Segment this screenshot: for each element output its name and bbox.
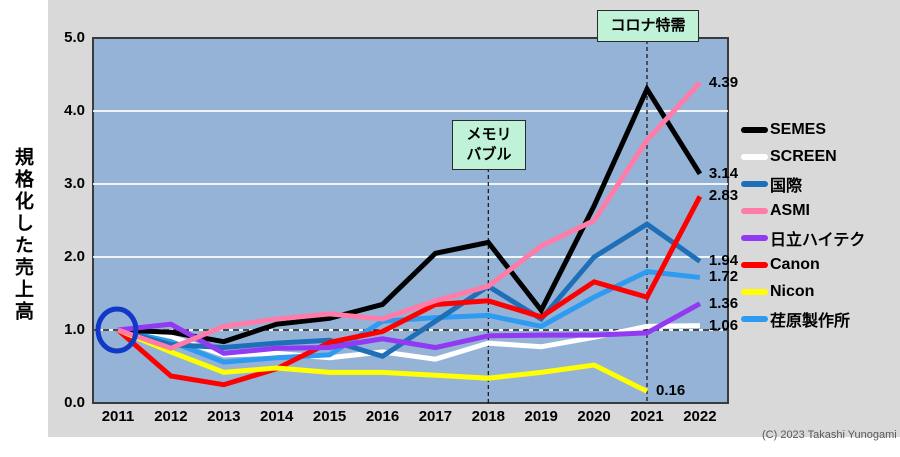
line-Canon [116, 195, 703, 388]
series-lines [116, 80, 703, 394]
legend-item-SCREEN: SCREEN [741, 147, 865, 167]
legend-item-荏原製作所: 荏原製作所 [741, 309, 865, 330]
legend-label: ASMI [770, 202, 810, 219]
legend-label: SCREEN [770, 148, 837, 165]
y-tick-label: 1.0 [64, 321, 85, 338]
legend-swatch-icon [741, 127, 768, 133]
legend-swatch-icon [741, 154, 768, 160]
legend-swatch-icon [741, 262, 768, 268]
legend-swatch-icon [741, 289, 768, 295]
end-label-日立ハイテク: 1.36 [708, 294, 739, 312]
x-tick-label: 2014 [260, 408, 294, 425]
legend-item-SEMES: SEMES [741, 120, 865, 140]
x-tick-label: 2013 [207, 408, 241, 425]
end-label-SCREEN: 1.06 [708, 316, 739, 334]
x-tick-label: 2015 [312, 408, 347, 425]
gridlines [93, 110, 728, 331]
end-label-国際: 1.94 [708, 252, 739, 270]
legend-item-Nicon: Nicon [741, 282, 865, 302]
y-tick-label: 4.0 [64, 102, 85, 119]
legend-item-Canon: Canon [741, 255, 865, 275]
legend-label: 荏原製作所 [770, 313, 851, 330]
legend-swatch-icon [741, 316, 768, 322]
x-tick-label: 2020 [577, 408, 611, 425]
y-tick-label: 5.0 [64, 29, 85, 46]
legend-label: 国際 [770, 178, 803, 195]
legend-label: Nicon [770, 283, 815, 300]
annotation-corona-demand: コロナ特需 [597, 10, 699, 42]
line-ASMI [117, 80, 702, 351]
legend-label: SEMES [770, 121, 827, 138]
legend-swatch-icon [741, 235, 768, 241]
x-tick-label: 2021 [630, 408, 664, 425]
x-tick-label: 2011 [101, 408, 135, 425]
end-label-Canon: 2.83 [708, 187, 739, 205]
end-label-SEMES: 3.14 [708, 164, 739, 182]
x-tick-label: 2016 [365, 408, 400, 425]
legend-label: Canon [770, 256, 820, 273]
legend-item-ASMI: ASMI [741, 201, 865, 221]
x-tick-label: 2022 [683, 408, 717, 425]
x-tick-label: 2018 [471, 408, 505, 425]
legend-item-日立ハイテク: 日立ハイテク [741, 228, 866, 249]
y-tick-label: 3.0 [64, 175, 85, 192]
legend-label: 日立ハイテク [770, 232, 866, 249]
end-label-荏原製作所: 1.72 [708, 268, 739, 286]
y-tick-label: 0.0 [64, 394, 85, 411]
x-tick-label: 2012 [154, 408, 188, 425]
event-dashed-lines [487, 40, 648, 403]
legend: SEMES SCREEN 国際 ASMI 日立ハイテク Canon Nicon 荏原製作所 [741, 120, 865, 336]
y-axis-title: 規格化した売上高 [12, 147, 33, 323]
legend-swatch-icon [741, 181, 768, 187]
annotation-memory-bubble: メモリ バブル [452, 120, 526, 170]
copyright-text: (C) 2023 Takashi Yunogami [762, 429, 897, 441]
legend-item-国際: 国際 [741, 174, 865, 195]
x-tick-label: 2017 [418, 408, 453, 425]
y-tick-label: 2.0 [64, 248, 85, 265]
x-tick-label: 2019 [524, 408, 558, 425]
line-日立ハイテク [117, 301, 702, 356]
end-label-Nicon: 0.16 [656, 382, 686, 400]
line-Nicon [117, 327, 649, 394]
start-circle-marker [95, 306, 139, 354]
line-SEMES [117, 83, 703, 345]
legend-swatch-icon [741, 208, 768, 214]
end-label-ASMI: 4.39 [708, 73, 739, 91]
